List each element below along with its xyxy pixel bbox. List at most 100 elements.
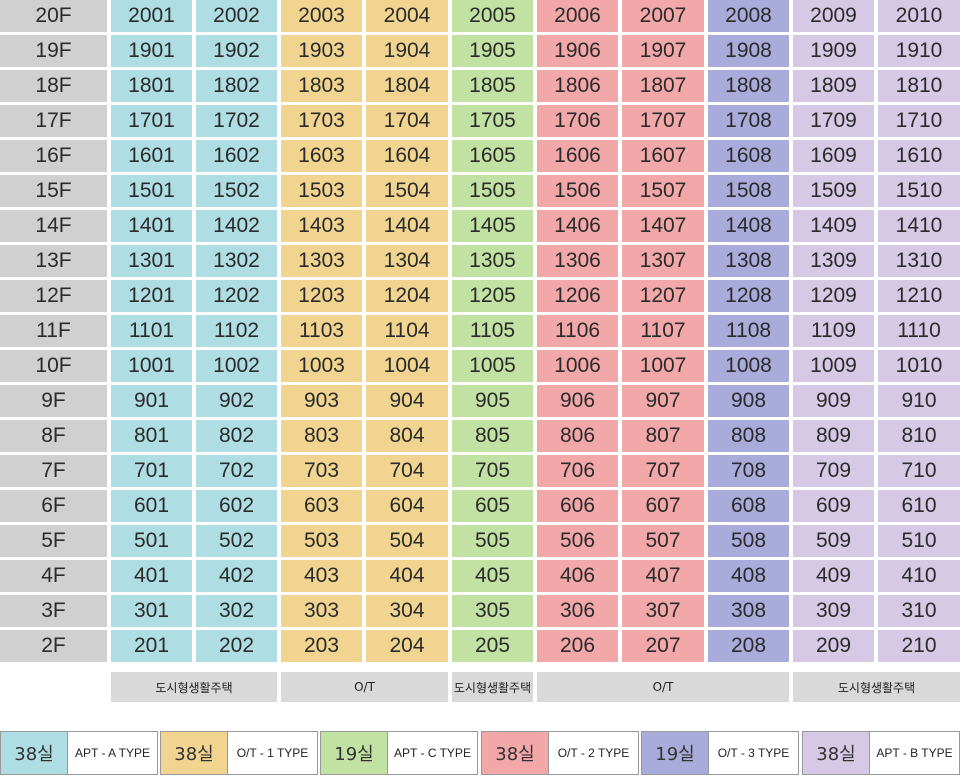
unit-cell: 1503	[281, 175, 362, 207]
unit-cell: 806	[537, 420, 618, 452]
unit-cell: 1308	[708, 245, 789, 277]
unit-cell: 1501	[111, 175, 192, 207]
unit-cell: 1608	[708, 140, 789, 172]
unit-cell: 1301	[111, 245, 192, 277]
unit-cell: 1304	[366, 245, 448, 277]
legend-label-apt-c: APT - C TYPE	[388, 732, 477, 774]
unit-cell: 504	[366, 525, 448, 557]
unit-cell: 1805	[452, 70, 533, 102]
unit-cell: 1303	[281, 245, 362, 277]
unit-cell: 1904	[366, 35, 448, 67]
unit-cell: 1901	[111, 35, 192, 67]
unit-cell: 503	[281, 525, 362, 557]
unit-cell: 1208	[708, 280, 789, 312]
unit-cell: 401	[111, 560, 192, 592]
unit-cell: 809	[793, 420, 874, 452]
unit-cell: 1602	[196, 140, 277, 172]
unit-cell: 705	[452, 455, 533, 487]
unit-cell: 805	[452, 420, 533, 452]
unit-cell: 407	[622, 560, 704, 592]
unit-cell: 2007	[622, 0, 704, 32]
unit-cell: 206	[537, 630, 618, 662]
unit-cell: 1710	[878, 105, 960, 137]
unit-cell: 1003	[281, 350, 362, 382]
zone-label-residential-3: 도시형생활주택	[793, 672, 960, 702]
zone-label-residential-1: 도시형생활주택	[111, 672, 277, 702]
unit-cell: 410	[878, 560, 960, 592]
unit-cell: 601	[111, 490, 192, 522]
unit-cell: 209	[793, 630, 874, 662]
unit-cell: 2008	[708, 0, 789, 32]
unit-cell: 1810	[878, 70, 960, 102]
unit-cell: 1203	[281, 280, 362, 312]
unit-cell: 609	[793, 490, 874, 522]
unit-cell: 1401	[111, 210, 192, 242]
unit-cell: 1110	[878, 315, 960, 347]
unit-cell: 1402	[196, 210, 277, 242]
unit-cell: 1910	[878, 35, 960, 67]
floor-label: 10F	[0, 350, 107, 382]
unit-cell: 310	[878, 595, 960, 627]
floor-label: 6F	[0, 490, 107, 522]
unit-cell: 501	[111, 525, 192, 557]
unit-cell: 1505	[452, 175, 533, 207]
unit-cell: 1104	[366, 315, 448, 347]
legend-count-apt-b: 38실	[803, 732, 870, 774]
unit-cell: 708	[708, 455, 789, 487]
unit-cell: 506	[537, 525, 618, 557]
unit-cell: 1107	[622, 315, 704, 347]
type-legend: 38실 APT - A TYPE 38실 O/T - 1 TYPE 19실 AP…	[0, 731, 960, 775]
legend-label-apt-a: APT - A TYPE	[68, 732, 157, 774]
zone-label-row: 도시형생활주택 O/T 도시형생활주택 O/T 도시형생활주택	[0, 672, 960, 702]
unit-cell: 1406	[537, 210, 618, 242]
unit-cell: 1307	[622, 245, 704, 277]
floor-label: 14F	[0, 210, 107, 242]
legend-label-ot-2: O/T - 2 TYPE	[549, 732, 638, 774]
unit-cell: 2010	[878, 0, 960, 32]
unit-cell: 203	[281, 630, 362, 662]
unit-cell: 607	[622, 490, 704, 522]
unit-cell: 902	[196, 385, 277, 417]
unit-cell: 1310	[878, 245, 960, 277]
unit-cell: 706	[537, 455, 618, 487]
unit-cell: 406	[537, 560, 618, 592]
unit-cell: 1709	[793, 105, 874, 137]
floor-label: 8F	[0, 420, 107, 452]
unit-cell: 508	[708, 525, 789, 557]
unit-cell: 1101	[111, 315, 192, 347]
unit-cell: 1102	[196, 315, 277, 347]
unit-cell: 1205	[452, 280, 533, 312]
unit-cell: 308	[708, 595, 789, 627]
unit-cell: 1701	[111, 105, 192, 137]
unit-cell: 606	[537, 490, 618, 522]
unit-cell: 1005	[452, 350, 533, 382]
unit-cell: 402	[196, 560, 277, 592]
floor-label: 15F	[0, 175, 107, 207]
unit-cell: 404	[366, 560, 448, 592]
unit-cell: 1103	[281, 315, 362, 347]
unit-cell: 1708	[708, 105, 789, 137]
unit-cell: 1409	[793, 210, 874, 242]
unit-cell: 1906	[537, 35, 618, 67]
unit-cell: 304	[366, 595, 448, 627]
unit-cell: 804	[366, 420, 448, 452]
unit-cell: 906	[537, 385, 618, 417]
unit-cell: 1801	[111, 70, 192, 102]
unit-cell: 605	[452, 490, 533, 522]
unit-cell: 1206	[537, 280, 618, 312]
unit-cell: 808	[708, 420, 789, 452]
unit-cell: 210	[878, 630, 960, 662]
unit-cell: 1004	[366, 350, 448, 382]
unit-cell: 1903	[281, 35, 362, 67]
unit-cell: 1207	[622, 280, 704, 312]
unit-cell: 1606	[537, 140, 618, 172]
unit-cell: 1508	[708, 175, 789, 207]
unit-cell: 2005	[452, 0, 533, 32]
unit-cell: 1706	[537, 105, 618, 137]
unit-cell: 205	[452, 630, 533, 662]
floor-label: 2F	[0, 630, 107, 662]
unit-cell: 702	[196, 455, 277, 487]
unit-cell: 202	[196, 630, 277, 662]
unit-cell: 602	[196, 490, 277, 522]
unit-cell: 904	[366, 385, 448, 417]
